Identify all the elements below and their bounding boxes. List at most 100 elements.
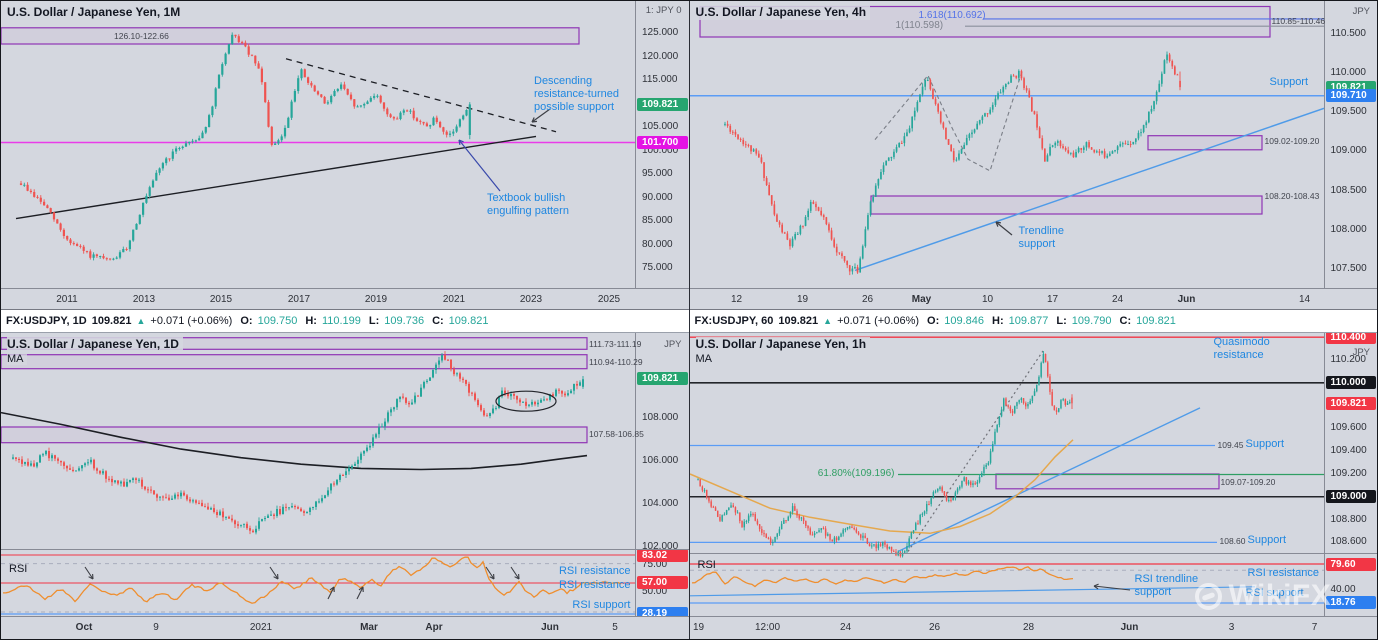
zone-label-109-07[interactable]: 109.07-109.20 (1220, 477, 1276, 487)
ma-indicator-label[interactable]: MA (695, 353, 715, 365)
supply-demand-zone (994, 473, 1220, 490)
y-axis-tick: 95.000 (642, 168, 673, 179)
close-value: 109.821 (448, 315, 489, 327)
supply-demand-zone (869, 195, 1263, 215)
open-value: 109.846 (944, 315, 985, 327)
y-axis-tick: 110.200 (1330, 354, 1366, 365)
zone-label-111[interactable]: 111.73-111.19 (589, 339, 642, 349)
close-label: C: (432, 315, 444, 327)
time-axis[interactable]: 19 12:00 24 26 28 Jun 3 7 (689, 616, 1377, 639)
price-scale[interactable]: 125.000 120.000 115.000 105.000 100.000 95.00… (635, 1, 689, 289)
ma-indicator-label[interactable]: MA (7, 353, 27, 365)
trend-line (897, 407, 1200, 553)
x-axis-tick: 12:00 (754, 622, 781, 633)
zone-label-107[interactable]: 107.58-106.85 (589, 429, 644, 439)
rsi-indicator-label[interactable]: RSI (9, 563, 28, 575)
x-axis-tick: 19 (692, 622, 705, 633)
left-chart-column: U.S. Dollar / Japanese Yen, 1M 126.10-12… (1, 1, 689, 639)
scale-header-1d: JPY (664, 339, 682, 350)
x-axis-tick: May (911, 294, 932, 305)
wikifx-logo-icon (1194, 582, 1222, 610)
y-axis-tick: 109.400 (1330, 445, 1367, 457)
rsi-trendline-support-label[interactable]: RSI trendline support (1134, 573, 1199, 598)
zone-label-108-20[interactable]: 108.20-108.43 (1264, 191, 1320, 201)
y-axis-tick: 80.000 (642, 238, 673, 250)
support-label-108-60[interactable]: Support (1247, 534, 1287, 546)
zone-label-110-85[interactable]: 110.85-110.46 (1271, 16, 1326, 26)
chart-panel-usdjpy-1d[interactable]: U.S. Dollar / Japanese Yen, 1D MA 111.73… (1, 333, 689, 639)
symbol-legend-1d[interactable]: FX:USDJPY, 1D 109.821 ▲ +0.071 (+0.06%) … (1, 309, 689, 333)
candlestick-series (12, 351, 584, 535)
rsi-resistance-label-2[interactable]: RSI resistance (558, 579, 631, 591)
chart-panel-usdjpy-4h[interactable]: U.S. Dollar / Japanese Yen, 4h 110.85-11… (689, 1, 1378, 309)
y-axis-tick: 125.000 (642, 27, 679, 38)
legend-symbol[interactable]: FX:USDJPY, 60 (694, 315, 774, 327)
rsi-scale-tick: 50.00 (642, 585, 668, 597)
rsi-support-label[interactable]: RSI support (572, 599, 631, 611)
chart-panel-usdjpy-1m[interactable]: U.S. Dollar / Japanese Yen, 1M 126.10-12… (1, 1, 689, 309)
symbol-legend-60[interactable]: FX:USDJPY, 60 109.821 ▲ +0.071 (+0.06%) … (689, 309, 1377, 333)
x-axis-tick: 7 (1311, 622, 1318, 633)
y-axis-tick: 120.000 (642, 50, 679, 62)
rsi-resistance-label[interactable]: RSI resistance (1247, 567, 1319, 579)
daily-chart-canvas[interactable] (1, 333, 635, 617)
chart-title-1m: U.S. Dollar / Japanese Yen, 1M (7, 5, 185, 20)
price-scale[interactable]: 110.500 110.000 109.500 109.000 108.500 108.0… (1323, 1, 1378, 289)
price-badge: 110.400 (1325, 333, 1376, 344)
scale-header-1h: JPY (1352, 347, 1370, 358)
y-axis-tick: 109.000 (1330, 145, 1367, 157)
rsi-resistance-label-1[interactable]: RSI resistance (558, 565, 631, 577)
price-scale[interactable]: 108.000 106.000 104.000 102.000 109.821 75.00… (635, 333, 689, 621)
fib-1-label[interactable]: 1(110.598) (895, 20, 944, 31)
high-value: 109.877 (1008, 315, 1049, 327)
fib-1618-label[interactable]: 1.618(110.692) (918, 10, 986, 21)
supply-demand-zone (1, 354, 588, 370)
fib-618-label[interactable]: 61.80%(109.196) (817, 468, 895, 479)
x-axis-tick: 2019 (364, 294, 388, 305)
x-axis-tick: Jun (1120, 622, 1139, 633)
time-axis[interactable]: 12 19 26 May 10 17 24 Jun 14 (689, 288, 1377, 309)
support-label-4h[interactable]: Support (1269, 76, 1309, 88)
rsi-support-label[interactable]: RSI support (1245, 587, 1304, 599)
candlestick-series (723, 51, 1181, 276)
scale-header-1m: 1: JPY 0 (645, 5, 682, 16)
price-badge: 57.00 (637, 576, 688, 590)
legend-symbol[interactable]: FX:USDJPY, 1D (6, 315, 87, 327)
h4-chart-canvas[interactable] (689, 1, 1324, 289)
close-value: 109.821 (1136, 315, 1176, 327)
price-scale[interactable]: 110.200 109.600 109.400 109.200 108.800 108.6… (1323, 333, 1378, 617)
price-badge: 109.821 (637, 97, 688, 111)
x-axis-tick: Oct (75, 622, 93, 633)
chart-title-1h: U.S. Dollar / Japanese Yen, 1h (695, 337, 871, 352)
time-axis[interactable]: Oct 9 2021 Mar Apr Jun 5 (1, 616, 689, 639)
annotation-descending-resistance[interactable]: Descending resistance-turned possible su… (534, 75, 619, 113)
x-axis-tick: 26 (928, 622, 941, 633)
y-axis-tick: 90.000 (642, 191, 673, 203)
up-arrow-icon: ▲ (823, 316, 833, 326)
support-price-109-45[interactable]: 109.45 (1217, 440, 1244, 450)
zone-label-126[interactable]: 126.10-122.66 (114, 31, 169, 41)
annotation-quasimodo-resistance[interactable]: Quasimodo resistance (1213, 336, 1270, 361)
zone-label-110[interactable]: 110.94-110.29 (589, 357, 643, 367)
hourly-chart-canvas[interactable] (689, 333, 1324, 617)
open-label: O: (927, 315, 940, 327)
price-badge: 101.700 (637, 136, 688, 149)
up-arrow-icon: ▲ (136, 316, 146, 326)
price-badge: 109.710 (1325, 89, 1376, 103)
support-label-109-45[interactable]: Support (1245, 438, 1285, 450)
right-chart-column: U.S. Dollar / Japanese Yen, 4h 110.85-11… (688, 1, 1378, 639)
y-axis-tick: 109.200 (1330, 468, 1367, 479)
time-axis[interactable]: 2011 2013 2015 2017 2019 2021 2023 2025 (1, 288, 689, 309)
price-badge: 83.02 (637, 548, 688, 562)
annotation-bullish-engulfing[interactable]: Textbook bullish engulfing pattern (487, 192, 569, 217)
chart-panel-usdjpy-1h[interactable]: U.S. Dollar / Japanese Yen, 1h MA Quasim… (689, 333, 1378, 639)
low-label: L: (1056, 315, 1067, 327)
y-axis-tick: 105.000 (642, 121, 679, 132)
annotation-trendline-support[interactable]: Trendline support (1018, 225, 1064, 250)
monthly-chart-canvas[interactable] (1, 1, 635, 289)
support-price-108-60[interactable]: 108.60 (1219, 536, 1246, 546)
rsi-indicator-label[interactable]: RSI (697, 559, 716, 571)
trend-line (907, 350, 1043, 552)
price-badge: 109.000 (1325, 490, 1376, 504)
zone-label-109-02[interactable]: 109.02-109.20 (1264, 136, 1320, 146)
